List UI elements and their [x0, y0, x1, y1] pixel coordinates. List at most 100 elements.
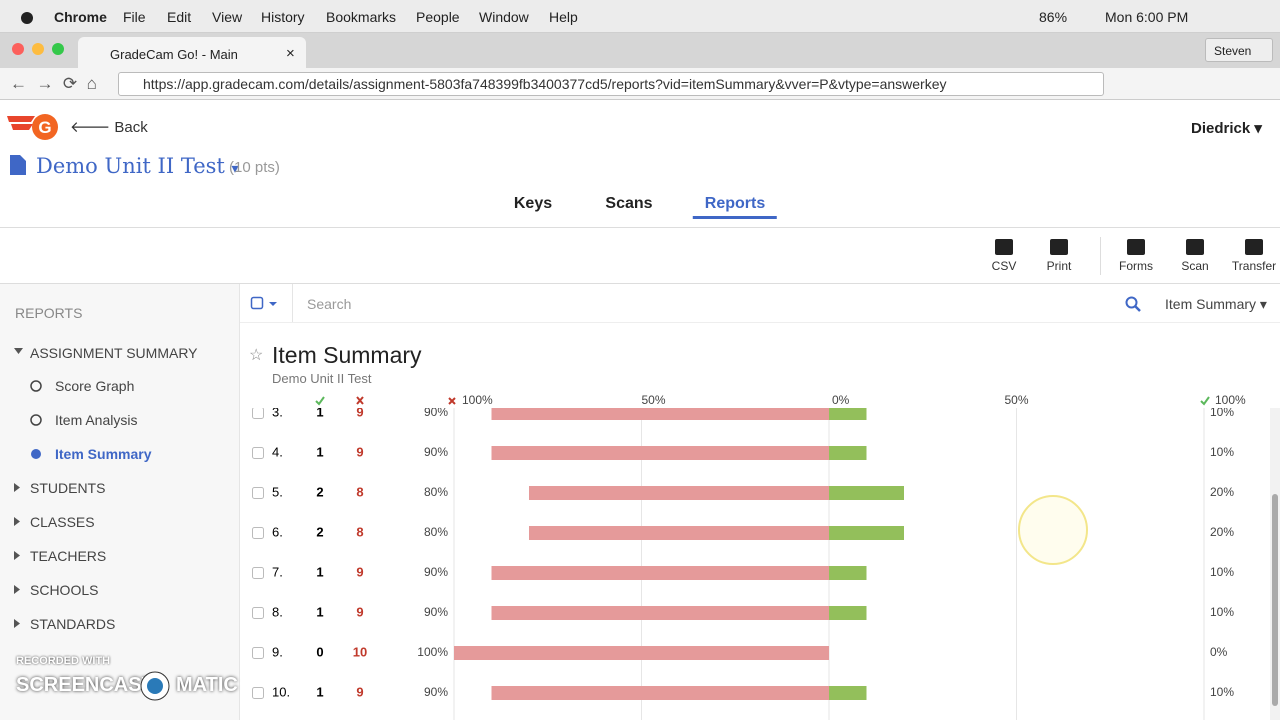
menu-item[interactable]: View	[212, 9, 243, 25]
item-row[interactable]: 6. 2 8 80% 20%	[252, 524, 1235, 540]
menu-item[interactable]: File	[123, 9, 146, 25]
incorrect-count: 9	[356, 684, 363, 699]
back-button[interactable]: 🡐 Back	[70, 119, 148, 136]
incorrect-pct: 80%	[424, 485, 448, 499]
app-menu[interactable]: Chrome	[54, 9, 107, 25]
tick-label: 0%	[832, 393, 850, 407]
sidebar-section[interactable]: TEACHERS	[30, 548, 107, 564]
tab-keys[interactable]: Keys	[513, 195, 553, 212]
row-checkbox[interactable]	[252, 527, 264, 539]
correct-bar	[829, 526, 904, 540]
toolbar-label[interactable]: Print	[1046, 259, 1072, 273]
caret	[14, 551, 20, 560]
item-row[interactable]: 8. 1 9 90% 10%	[252, 604, 1235, 620]
view-select[interactable]: Item Summary ▾	[1165, 296, 1267, 312]
profile-button[interactable]: Steven	[1205, 38, 1273, 62]
correct-pct: 10%	[1210, 405, 1234, 419]
tab-reports[interactable]: Reports	[692, 195, 778, 219]
tab-scans[interactable]: Scans	[605, 195, 653, 212]
user-menu[interactable]: Diedrick ▾	[1191, 120, 1262, 137]
favorite-star[interactable]: ☆	[249, 347, 264, 364]
toolbar-icon[interactable]	[1186, 239, 1204, 255]
correct-count: 1	[316, 404, 323, 419]
column-icons	[315, 396, 1210, 406]
correct-count: 1	[316, 684, 323, 699]
scroll-thumb[interactable]	[1272, 494, 1278, 706]
sidebar-section[interactable]: STANDARDS	[30, 616, 116, 632]
toolbar-label[interactable]: Transfer	[1231, 259, 1277, 273]
sidebar-heading: REPORTS	[15, 305, 83, 321]
report-link[interactable]: Score Graph	[55, 378, 135, 394]
report-link[interactable]: Item Analysis	[55, 412, 138, 428]
item-number: 7.	[272, 564, 283, 579]
incorrect-count: 8	[356, 524, 363, 539]
toolbar-icon[interactable]	[995, 239, 1013, 255]
toolbar-icon[interactable]	[1245, 239, 1263, 255]
toolbar-separator	[1100, 237, 1101, 275]
toolbar-label[interactable]: CSV	[991, 259, 1017, 273]
menu-item[interactable]: People	[416, 9, 460, 25]
divider	[0, 283, 1280, 284]
menu-item[interactable]: History	[261, 9, 305, 25]
window-buttons	[12, 43, 64, 55]
correct-count: 2	[316, 524, 323, 539]
toolbar-icon[interactable]	[1050, 239, 1068, 255]
correct-bar	[829, 566, 867, 580]
browser-tab[interactable]: GradeCam Go! - Main ×	[78, 37, 306, 68]
assignment-title[interactable]: Demo Unit II Test ▾	[36, 154, 239, 178]
select-all[interactable]	[250, 296, 280, 312]
search-field[interactable]: Search	[307, 296, 352, 312]
row-checkbox[interactable]	[252, 607, 264, 619]
watermark-3: MATIC	[176, 674, 238, 696]
url-field[interactable]: https://app.gradecam.com/details/assignm…	[118, 72, 1104, 96]
item-row[interactable]: 4. 1 9 90% 10%	[252, 444, 1235, 460]
item-row[interactable]: 9. 0 10 100% 0%	[252, 644, 1228, 660]
sidebar-section[interactable]: CLASSES	[30, 514, 95, 530]
toolbar-label[interactable]: Forms	[1119, 259, 1153, 273]
menu-item[interactable]: Help	[549, 9, 578, 25]
incorrect-bar	[529, 526, 829, 540]
svg-text:G: G	[38, 118, 51, 137]
tab-close[interactable]: ×	[286, 45, 295, 62]
incorrect-pct: 80%	[424, 525, 448, 539]
sidebar-section[interactable]: STUDENTS	[30, 480, 106, 496]
correct-count: 2	[316, 484, 323, 499]
separator	[292, 284, 293, 323]
nav-buttons[interactable]: ← → ⟳ ⌂	[10, 74, 97, 93]
correct-bar	[829, 446, 867, 460]
toolbar-icon[interactable]	[1127, 239, 1145, 255]
row-checkbox[interactable]	[252, 447, 264, 459]
report-subtitle: Demo Unit II Test	[272, 371, 372, 386]
caret	[14, 483, 20, 492]
tick-label: 50%	[641, 393, 665, 407]
row-checkbox[interactable]	[252, 487, 264, 499]
item-number: 9.	[272, 644, 283, 659]
item-row[interactable]: 10. 1 9 90% 10%	[252, 684, 1235, 700]
correct-pct: 0%	[1210, 645, 1228, 659]
search-icon[interactable]	[1125, 296, 1141, 312]
row-checkbox[interactable]	[252, 647, 264, 659]
divider	[0, 227, 1280, 228]
url: https://app.gradecam.com/details/assignm…	[143, 76, 947, 92]
correct-bar	[829, 686, 867, 700]
row-checkbox[interactable]	[252, 567, 264, 579]
report-link[interactable]: Item Summary	[55, 446, 152, 462]
item-row[interactable]: 3. 1 9 90% 10%	[252, 404, 1235, 420]
sidebar-section[interactable]: SCHOOLS	[30, 582, 99, 598]
correct-pct: 20%	[1210, 525, 1234, 539]
item-row[interactable]: 7. 1 9 90% 10%	[252, 564, 1235, 580]
view-name: Item Summary	[1165, 296, 1257, 312]
battery: 86%	[1039, 9, 1068, 25]
row-checkbox[interactable]	[252, 687, 264, 699]
scrollbar[interactable]	[1270, 408, 1280, 720]
correct-count: 1	[316, 444, 323, 459]
correct-pct: 20%	[1210, 485, 1234, 499]
menu-item[interactable]: Bookmarks	[326, 9, 397, 25]
incorrect-count: 9	[356, 564, 363, 579]
clock: Mon 6:00 PM	[1105, 9, 1189, 25]
row-checkbox[interactable]	[252, 408, 264, 419]
item-row[interactable]: 5. 2 8 80% 20%	[252, 484, 1235, 500]
menu-item[interactable]: Window	[479, 9, 529, 25]
toolbar-label[interactable]: Scan	[1181, 259, 1209, 273]
menu-item[interactable]: Edit	[167, 9, 192, 25]
